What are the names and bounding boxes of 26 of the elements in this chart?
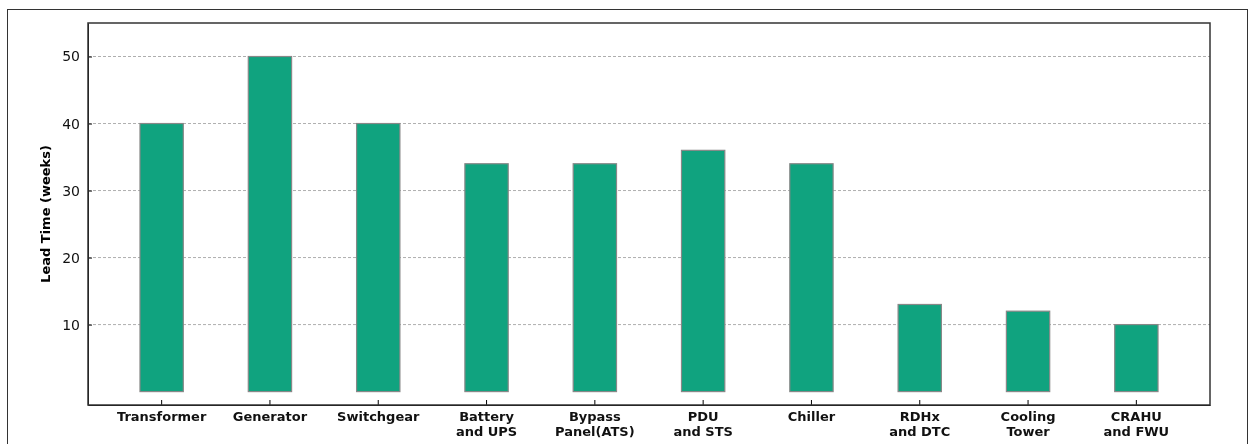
x-tick-label: CRAHU and FWU [1103, 409, 1170, 439]
bar [572, 163, 618, 393]
bar [464, 163, 509, 393]
bar [247, 55, 293, 393]
x-tick-label: Switchgear [337, 409, 420, 424]
y-tick-label: 50 [62, 48, 80, 65]
bar [1005, 310, 1051, 393]
y-tick-label: 20 [62, 249, 80, 266]
bar [897, 303, 943, 393]
bar [355, 122, 401, 393]
bar [789, 163, 834, 393]
x-tick-label: Generator [232, 409, 308, 424]
x-tick-label: Cooling Tower [1000, 409, 1056, 439]
bar [1114, 323, 1159, 393]
bar [139, 122, 184, 393]
x-tick-label: Bypass Panel(ATS) [555, 409, 635, 439]
y-tick-label: 30 [62, 182, 80, 199]
y-tick-label: 10 [62, 316, 80, 333]
x-tick-label: PDU and STS [673, 409, 733, 439]
x-tick-label: Battery and UPS [455, 409, 518, 439]
y-axis-title: Lead Time (weeks) [38, 145, 53, 283]
y-tick-label: 40 [62, 115, 80, 132]
x-tick-label: Transformer [116, 409, 207, 424]
bar [680, 149, 726, 393]
x-tick-label: Chiller [787, 409, 836, 424]
x-tick-label: RDHx and DTC [889, 409, 951, 439]
